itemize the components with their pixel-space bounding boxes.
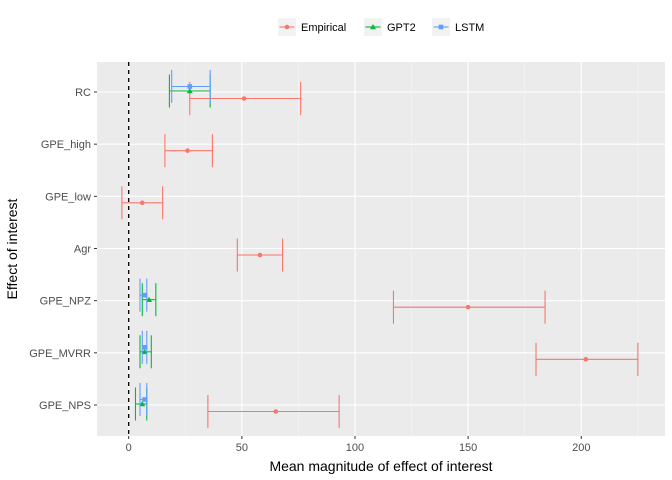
data-point	[142, 397, 147, 402]
legend-key-marker	[284, 24, 290, 30]
data-marks	[121, 70, 639, 428]
data-point	[465, 304, 471, 310]
legend-label: Empirical	[301, 22, 346, 34]
y-tick-label: Agr	[74, 244, 91, 256]
legend-item-gpt2: GPT2	[364, 18, 416, 36]
data-point	[241, 96, 247, 101]
legend: Empirical GPT2 LSTM	[278, 18, 484, 36]
y-tick-label: GPE_MVRR	[29, 348, 91, 360]
data-point	[139, 401, 146, 407]
y-tick-label: GPE_NPZ	[40, 296, 92, 308]
y-tick-label: GPE_high	[41, 139, 91, 151]
series-empirical	[121, 82, 639, 428]
x-tick-label: 150	[459, 442, 477, 454]
legend-item-lstm: LSTM	[432, 18, 484, 36]
y-tick-label: GPE_NPS	[39, 400, 91, 412]
legend-item-empirical: Empirical	[278, 18, 346, 36]
series-lstm	[139, 70, 211, 416]
x-tick-label: 200	[572, 442, 590, 454]
series-gpt2	[134, 74, 211, 421]
data-point	[186, 88, 193, 94]
legend-key-marker	[370, 24, 376, 30]
legend-label: GPT2	[387, 22, 416, 34]
data-point	[142, 345, 147, 350]
data-point	[187, 84, 193, 89]
data-point	[273, 409, 279, 414]
x-axis-title: Mean magnitude of effect of interest	[269, 458, 492, 474]
y-axis-title: Effect of interest	[4, 198, 20, 299]
data-point	[141, 348, 148, 355]
major-gridlines	[97, 62, 665, 436]
data-point	[583, 357, 589, 362]
x-tick-label: 0	[126, 442, 132, 454]
x-tick-label: 100	[346, 442, 364, 454]
legend-label: LSTM	[455, 22, 484, 34]
data-point	[185, 148, 190, 153]
data-point	[142, 292, 147, 298]
legend-key-marker	[438, 24, 444, 30]
x-tick-label: 50	[236, 442, 248, 454]
y-tick-label: RC	[75, 87, 91, 99]
data-point	[146, 296, 153, 302]
data-point	[139, 200, 145, 206]
y-axis-ticks: RC GPE_high GPE_low Agr GPE_NPZ GPE_MVRR GPE_N…	[29, 87, 97, 412]
y-tick-label: GPE_low	[45, 191, 91, 203]
data-point	[257, 252, 263, 258]
x-axis-ticks: 0 50 100 150 200	[126, 436, 590, 454]
